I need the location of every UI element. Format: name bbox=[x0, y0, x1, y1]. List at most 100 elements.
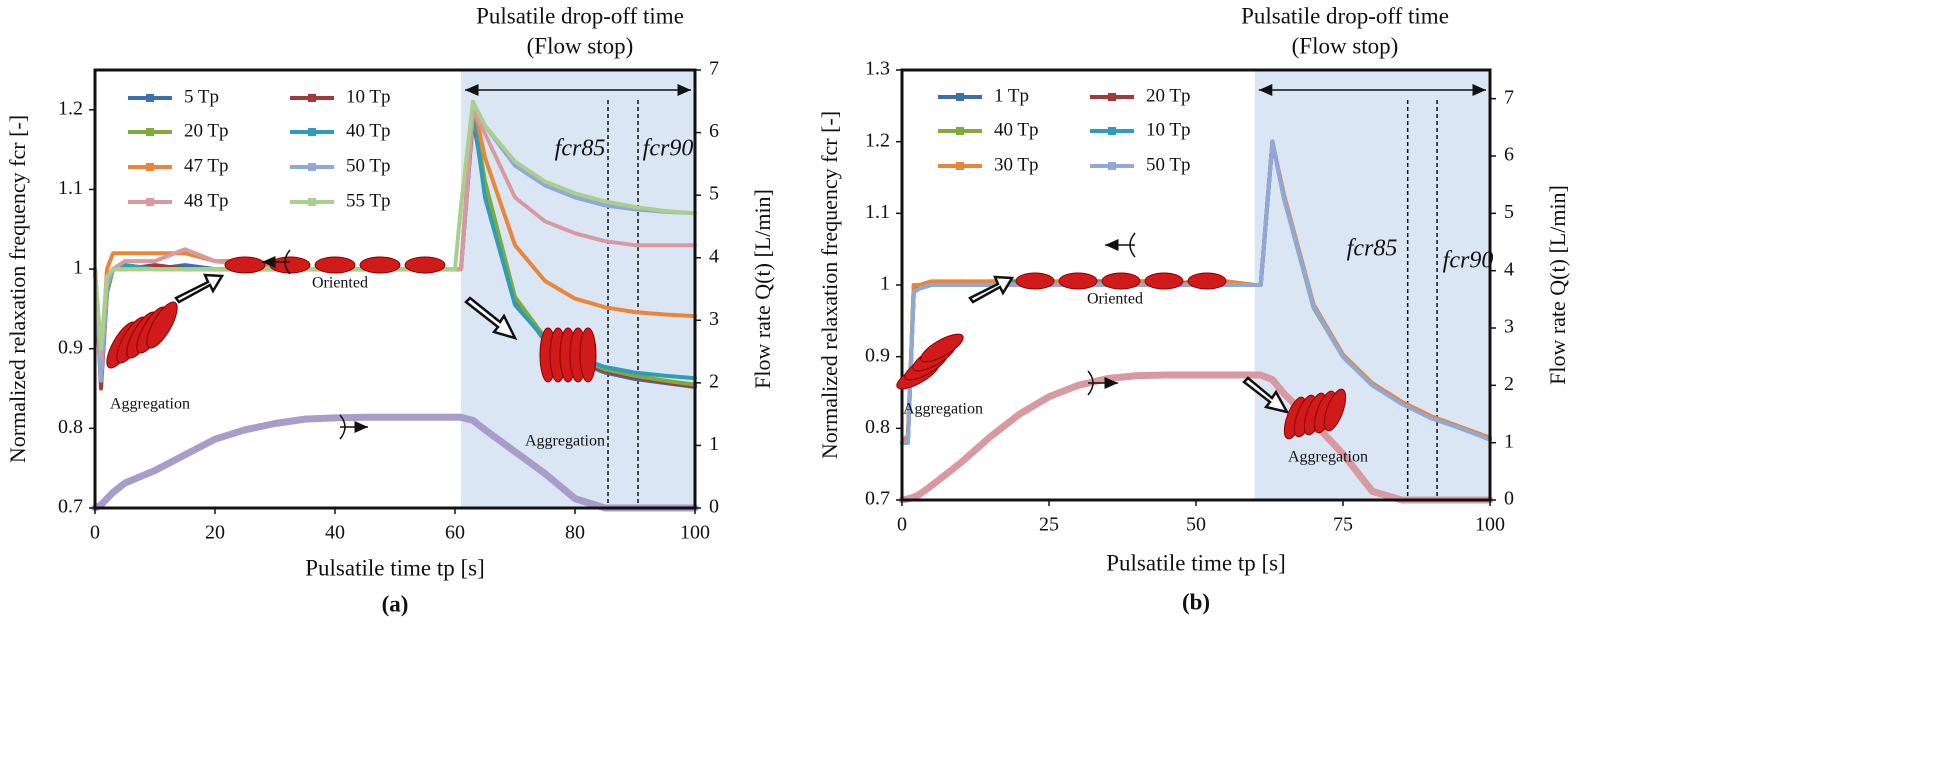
legend-marker bbox=[956, 93, 964, 101]
panel-label: (a) bbox=[382, 591, 409, 616]
y2-tick-label: 4 bbox=[1504, 258, 1514, 280]
legend-label: 10 Tp bbox=[1146, 119, 1191, 140]
y2-tick-label: 6 bbox=[709, 120, 719, 142]
x-tick-label: 100 bbox=[680, 522, 710, 544]
x-tick-label: 0 bbox=[90, 522, 100, 544]
y-tick-label: 0.9 bbox=[58, 336, 83, 358]
y-tick-label: 0.9 bbox=[865, 344, 890, 366]
y2-tick-label: 5 bbox=[1504, 201, 1514, 223]
legend-label: 50 Tp bbox=[346, 155, 391, 176]
y-tick-label: 1.2 bbox=[58, 97, 83, 119]
y-tick-label: 1.1 bbox=[58, 177, 83, 199]
drop-off-title: Pulsatile drop-off time bbox=[1241, 3, 1449, 28]
x-tick-label: 75 bbox=[1333, 514, 1353, 536]
y-tick-label: 0.8 bbox=[865, 416, 890, 438]
plot-frame bbox=[93, 68, 697, 510]
threshold-label: fcr85 bbox=[1347, 236, 1398, 262]
illustrations bbox=[106, 232, 1347, 440]
y2-tick-label: 5 bbox=[709, 183, 719, 205]
panel-label: (b) bbox=[1182, 589, 1210, 614]
y2-tick-label: 6 bbox=[1504, 144, 1514, 166]
annotation: Aggregation bbox=[110, 396, 190, 413]
legend-label: 10 Tp bbox=[346, 86, 391, 107]
legend-label: 30 Tp bbox=[994, 154, 1039, 175]
aggregated-cells bbox=[896, 333, 1347, 440]
y-tick-label: 0.7 bbox=[865, 488, 890, 510]
legend-label: 55 Tp bbox=[346, 190, 391, 211]
annotation: Aggregation bbox=[903, 401, 983, 418]
y2-tick-label: 1 bbox=[1504, 430, 1514, 452]
legend-label: 50 Tp bbox=[1146, 154, 1191, 175]
y2-tick-label: 2 bbox=[1504, 373, 1514, 395]
flow-line bbox=[898, 371, 1494, 504]
threshold-label: fcr85 bbox=[555, 136, 606, 162]
y-tick-label: 1 bbox=[880, 273, 890, 295]
y2-tick-label: 4 bbox=[709, 245, 719, 267]
aggregated-cells bbox=[106, 301, 597, 383]
y-tick-label: 1.2 bbox=[865, 129, 890, 151]
legend-label: 5 Tp bbox=[184, 86, 219, 107]
legend-marker bbox=[1108, 127, 1116, 135]
y2-tick-label: 3 bbox=[1504, 316, 1514, 338]
y-tick-label: 0.7 bbox=[58, 496, 83, 518]
oriented-cells bbox=[224, 256, 446, 274]
y-tick-label: 1 bbox=[73, 257, 83, 279]
x-tick-label: 0 bbox=[897, 514, 907, 536]
legend-label: 40 Tp bbox=[994, 119, 1039, 140]
x-tick-label: 60 bbox=[445, 522, 465, 544]
threshold-label: fcr90 bbox=[643, 136, 694, 162]
y-tick-label: 0.8 bbox=[58, 416, 83, 438]
legend-label: 48 Tp bbox=[184, 190, 229, 211]
y-axis-label: Normalized relaxation frequency fcr [-] bbox=[817, 111, 842, 459]
legend-marker bbox=[308, 163, 316, 171]
legend-marker bbox=[1108, 162, 1116, 170]
y-tick-label: 1.3 bbox=[865, 58, 890, 80]
annotation: Aggregation bbox=[525, 433, 605, 450]
y2-tick-label: 7 bbox=[1504, 86, 1514, 108]
oriented-cells bbox=[1015, 272, 1227, 290]
process-arrows bbox=[174, 273, 1290, 414]
legend-label: 47 Tp bbox=[184, 155, 229, 176]
y-tick-label: 1.1 bbox=[865, 201, 890, 223]
legend-marker bbox=[1108, 93, 1116, 101]
legend-label: 20 Tp bbox=[1146, 85, 1191, 106]
x-tick-label: 100 bbox=[1475, 514, 1505, 536]
threshold-label: fcr90 bbox=[1443, 248, 1494, 274]
axis-hint-arrows bbox=[262, 232, 1136, 440]
legend-marker bbox=[308, 198, 316, 206]
y-axis-label: Normalized relaxation frequency fcr [-] bbox=[5, 115, 30, 463]
y2-axis-label: Flow rate Q(t) [L/min] bbox=[750, 189, 775, 389]
annotation: Oriented bbox=[1087, 291, 1143, 308]
y2-tick-label: 0 bbox=[1504, 488, 1514, 510]
flow-stop-title: (Flow stop) bbox=[527, 33, 634, 58]
annotation: Oriented bbox=[312, 275, 368, 292]
y2-tick-label: 3 bbox=[709, 308, 719, 330]
x-axis-label: Pulsatile time tp [s] bbox=[305, 555, 485, 580]
legend-marker bbox=[146, 94, 154, 102]
y2-axis-label: Flow rate Q(t) [L/min] bbox=[1545, 185, 1570, 385]
y2-tick-label: 2 bbox=[709, 370, 719, 392]
legend-marker bbox=[956, 127, 964, 135]
legend-label: 40 Tp bbox=[346, 120, 391, 141]
legend-marker bbox=[146, 128, 154, 136]
legend-marker bbox=[146, 163, 154, 171]
drop-off-title: Pulsatile drop-off time bbox=[476, 3, 684, 28]
x-tick-label: 25 bbox=[1039, 514, 1059, 536]
y2-tick-label: 0 bbox=[709, 496, 719, 518]
legend-marker bbox=[956, 162, 964, 170]
legend-label: 1 Tp bbox=[994, 85, 1029, 106]
legend-label: 20 Tp bbox=[184, 120, 229, 141]
x-tick-label: 40 bbox=[325, 522, 345, 544]
x-axis-label: Pulsatile time tp [s] bbox=[1106, 550, 1286, 575]
flow-stop-title: (Flow stop) bbox=[1292, 33, 1399, 58]
legend-marker bbox=[146, 198, 154, 206]
x-tick-label: 80 bbox=[565, 522, 585, 544]
annotation: Aggregation bbox=[1288, 449, 1368, 466]
legend-marker bbox=[308, 128, 316, 136]
flow-line bbox=[91, 413, 699, 512]
y2-tick-label: 1 bbox=[709, 433, 719, 455]
x-tick-label: 20 bbox=[205, 522, 225, 544]
x-tick-label: 50 bbox=[1186, 514, 1206, 536]
y2-tick-label: 7 bbox=[709, 58, 719, 80]
legend-marker bbox=[308, 94, 316, 102]
